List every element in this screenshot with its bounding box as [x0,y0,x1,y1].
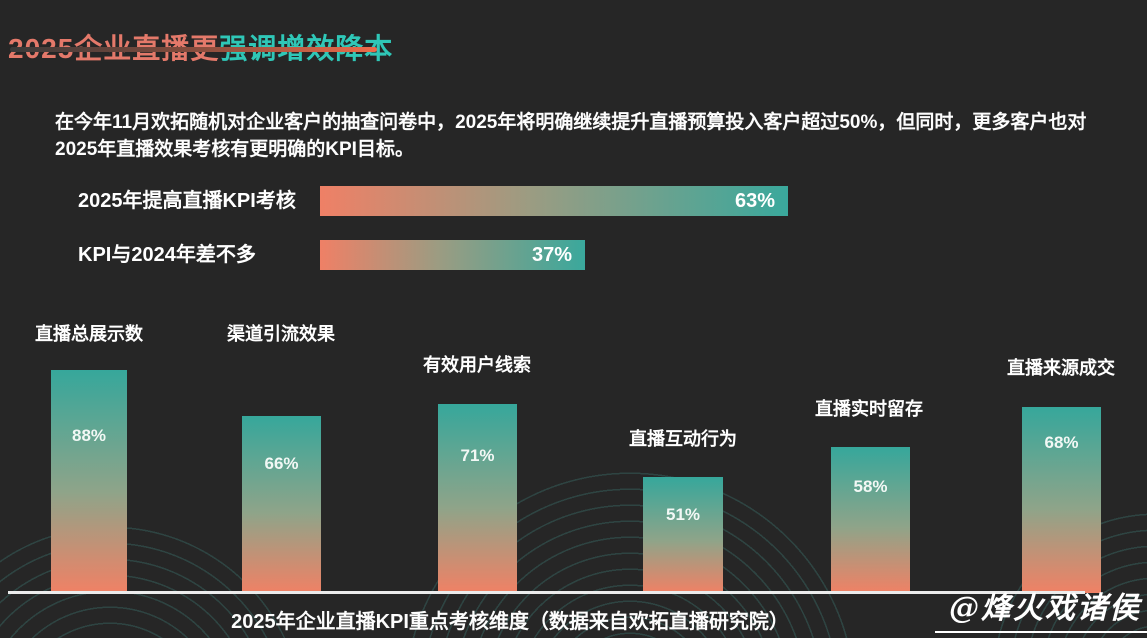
hbar-value-label: 37% [531,244,572,266]
vbar-category-label: 直播总展示数 [35,324,143,344]
vbar-value-label: 71% [460,446,495,465]
vbar-value-label: 88% [71,426,107,445]
vbar-value-label: 51% [665,505,701,524]
hbar-category-label: 2025年提高直播KPI考核 [78,190,296,212]
vbar-68-percent: 68% [1022,407,1101,593]
vbar-66-percent: 66% [242,416,321,593]
hbar-63-percent: 63% [320,186,788,216]
watermark-signature: @烽火戏诸侯 [935,583,1147,633]
vbar-51-percent: 51% [643,477,723,593]
title-underline [10,47,377,52]
vbar-category-label: 有效用户线索 [423,355,531,375]
vbar-88-percent: 88% [51,370,127,593]
vbar-category-label: 直播来源成交 [1007,358,1115,378]
hbar-37-percent: 37% [320,240,585,270]
vbar-71-percent: 71% [438,404,517,593]
vbar-value-label: 68% [1044,433,1079,452]
hbar-category-label: KPI与2024年差不多 [78,244,256,266]
vbar-value-label: 58% [853,477,888,496]
hbar-value-label: 63% [734,190,775,212]
vbar-category-label: 直播互动行为 [629,429,737,449]
vbar-category-label: 渠道引流效果 [227,324,335,344]
chart-caption: 2025年企业直播KPI重点考核维度（数据来自欢拓直播研究院） [231,611,789,633]
chart-baseline-axis [8,591,1085,594]
vbar-value-label: 66% [264,454,299,473]
intro-paragraph: 在今年11月欢拓随机对企业客户的抽查问卷中，2025年将明确继续提升直播预算投入… [55,112,1087,160]
vbar-58-percent: 58% [831,447,910,593]
vbar-category-label: 直播实时留存 [815,399,923,419]
